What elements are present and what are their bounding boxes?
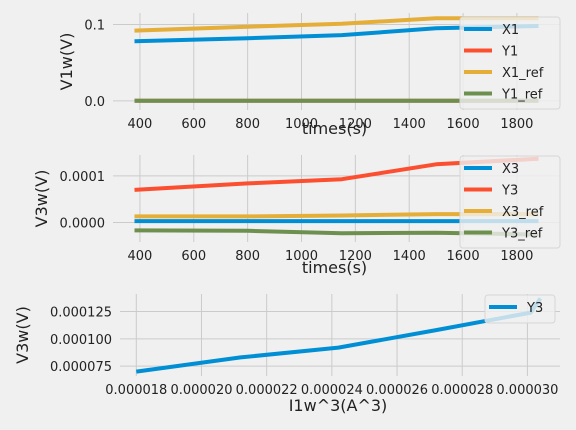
legend-frame [484,294,556,324]
y-tick-label: 0.000075 [50,360,112,375]
series-line-y3 [136,297,543,374]
subplot-3: 0.000018 0.000020 0.000022 0.000024 0.000026… [13,294,560,415]
legend-entry-label: Y3 [501,184,518,199]
legend-entry-label: X3_ref [502,205,544,220]
legend-entry-label: Y1_ref [501,88,543,103]
x-tick-label: 800 [235,249,260,264]
x-tick-label: 0.000028 [431,383,493,398]
legend: Y3 [484,294,556,324]
subplot-2: 400 600 800 1000 1200 1400 1600 1800 0.0000 0.000… [32,155,561,277]
legend: X3 Y3 X3_ref Y3_ref [459,155,561,249]
x-tick-label: 0.000026 [366,383,428,398]
x-tick-label: 1600 [447,117,480,132]
x-tick-label: 800 [235,117,260,132]
x-tick-label: 600 [181,117,206,132]
y-axis-label: V3w(V) [32,170,51,228]
x-tick-label: 1200 [339,249,372,264]
x-axis-label: times(s) [302,119,367,138]
legend-entry-label: Y3_ref [501,227,543,242]
x-tick-label: 0.000018 [105,383,167,398]
x-tick-label: 0.000022 [236,383,298,398]
x-tick-label: 1800 [500,117,533,132]
legend-entry-label: Y1 [501,45,518,60]
y-tick-label: 0.000125 [50,305,112,320]
legend: X1 Y1 X1_ref Y1_ref [459,16,561,110]
x-tick-label: 0.000024 [301,383,363,398]
x-tick-label: 0.000030 [496,383,558,398]
x-tick-label: 1400 [393,117,426,132]
legend-frame [459,16,561,110]
x-tick-label: 1400 [393,249,426,264]
legend-entry-label: X1 [502,23,519,38]
legend-entry-label: X1_ref [502,66,544,81]
x-tick-label: 1000 [285,249,318,264]
y-tick-label: 0.0000 [60,216,106,231]
x-tick-label: 1200 [339,117,372,132]
x-tick-label: 600 [181,249,206,264]
x-tick-label: 1000 [285,117,318,132]
legend-entry-label: X3 [502,162,519,177]
x-axis-label: I1w^3(A^3) [289,396,388,415]
y-axis-label: V3w(V) [13,306,32,364]
y-axis-label: V1w(V) [57,33,76,91]
x-tick-label: 400 [128,117,153,132]
x-tick-label: 1600 [447,249,480,264]
x-tick-label: 400 [128,249,153,264]
x-tick-label: 1800 [500,249,533,264]
x-axis-label: times(s) [302,258,367,277]
legend-frame [459,155,561,249]
y-tick-label: 0.000100 [50,333,112,348]
y-tick-label: 0.0001 [60,170,106,185]
legend-entry-label: Y3 [526,301,543,316]
y-tick-label: 0.1 [84,18,105,33]
y-tick-label: 0.0 [84,95,105,110]
x-tick-label: 0.000020 [170,383,232,398]
